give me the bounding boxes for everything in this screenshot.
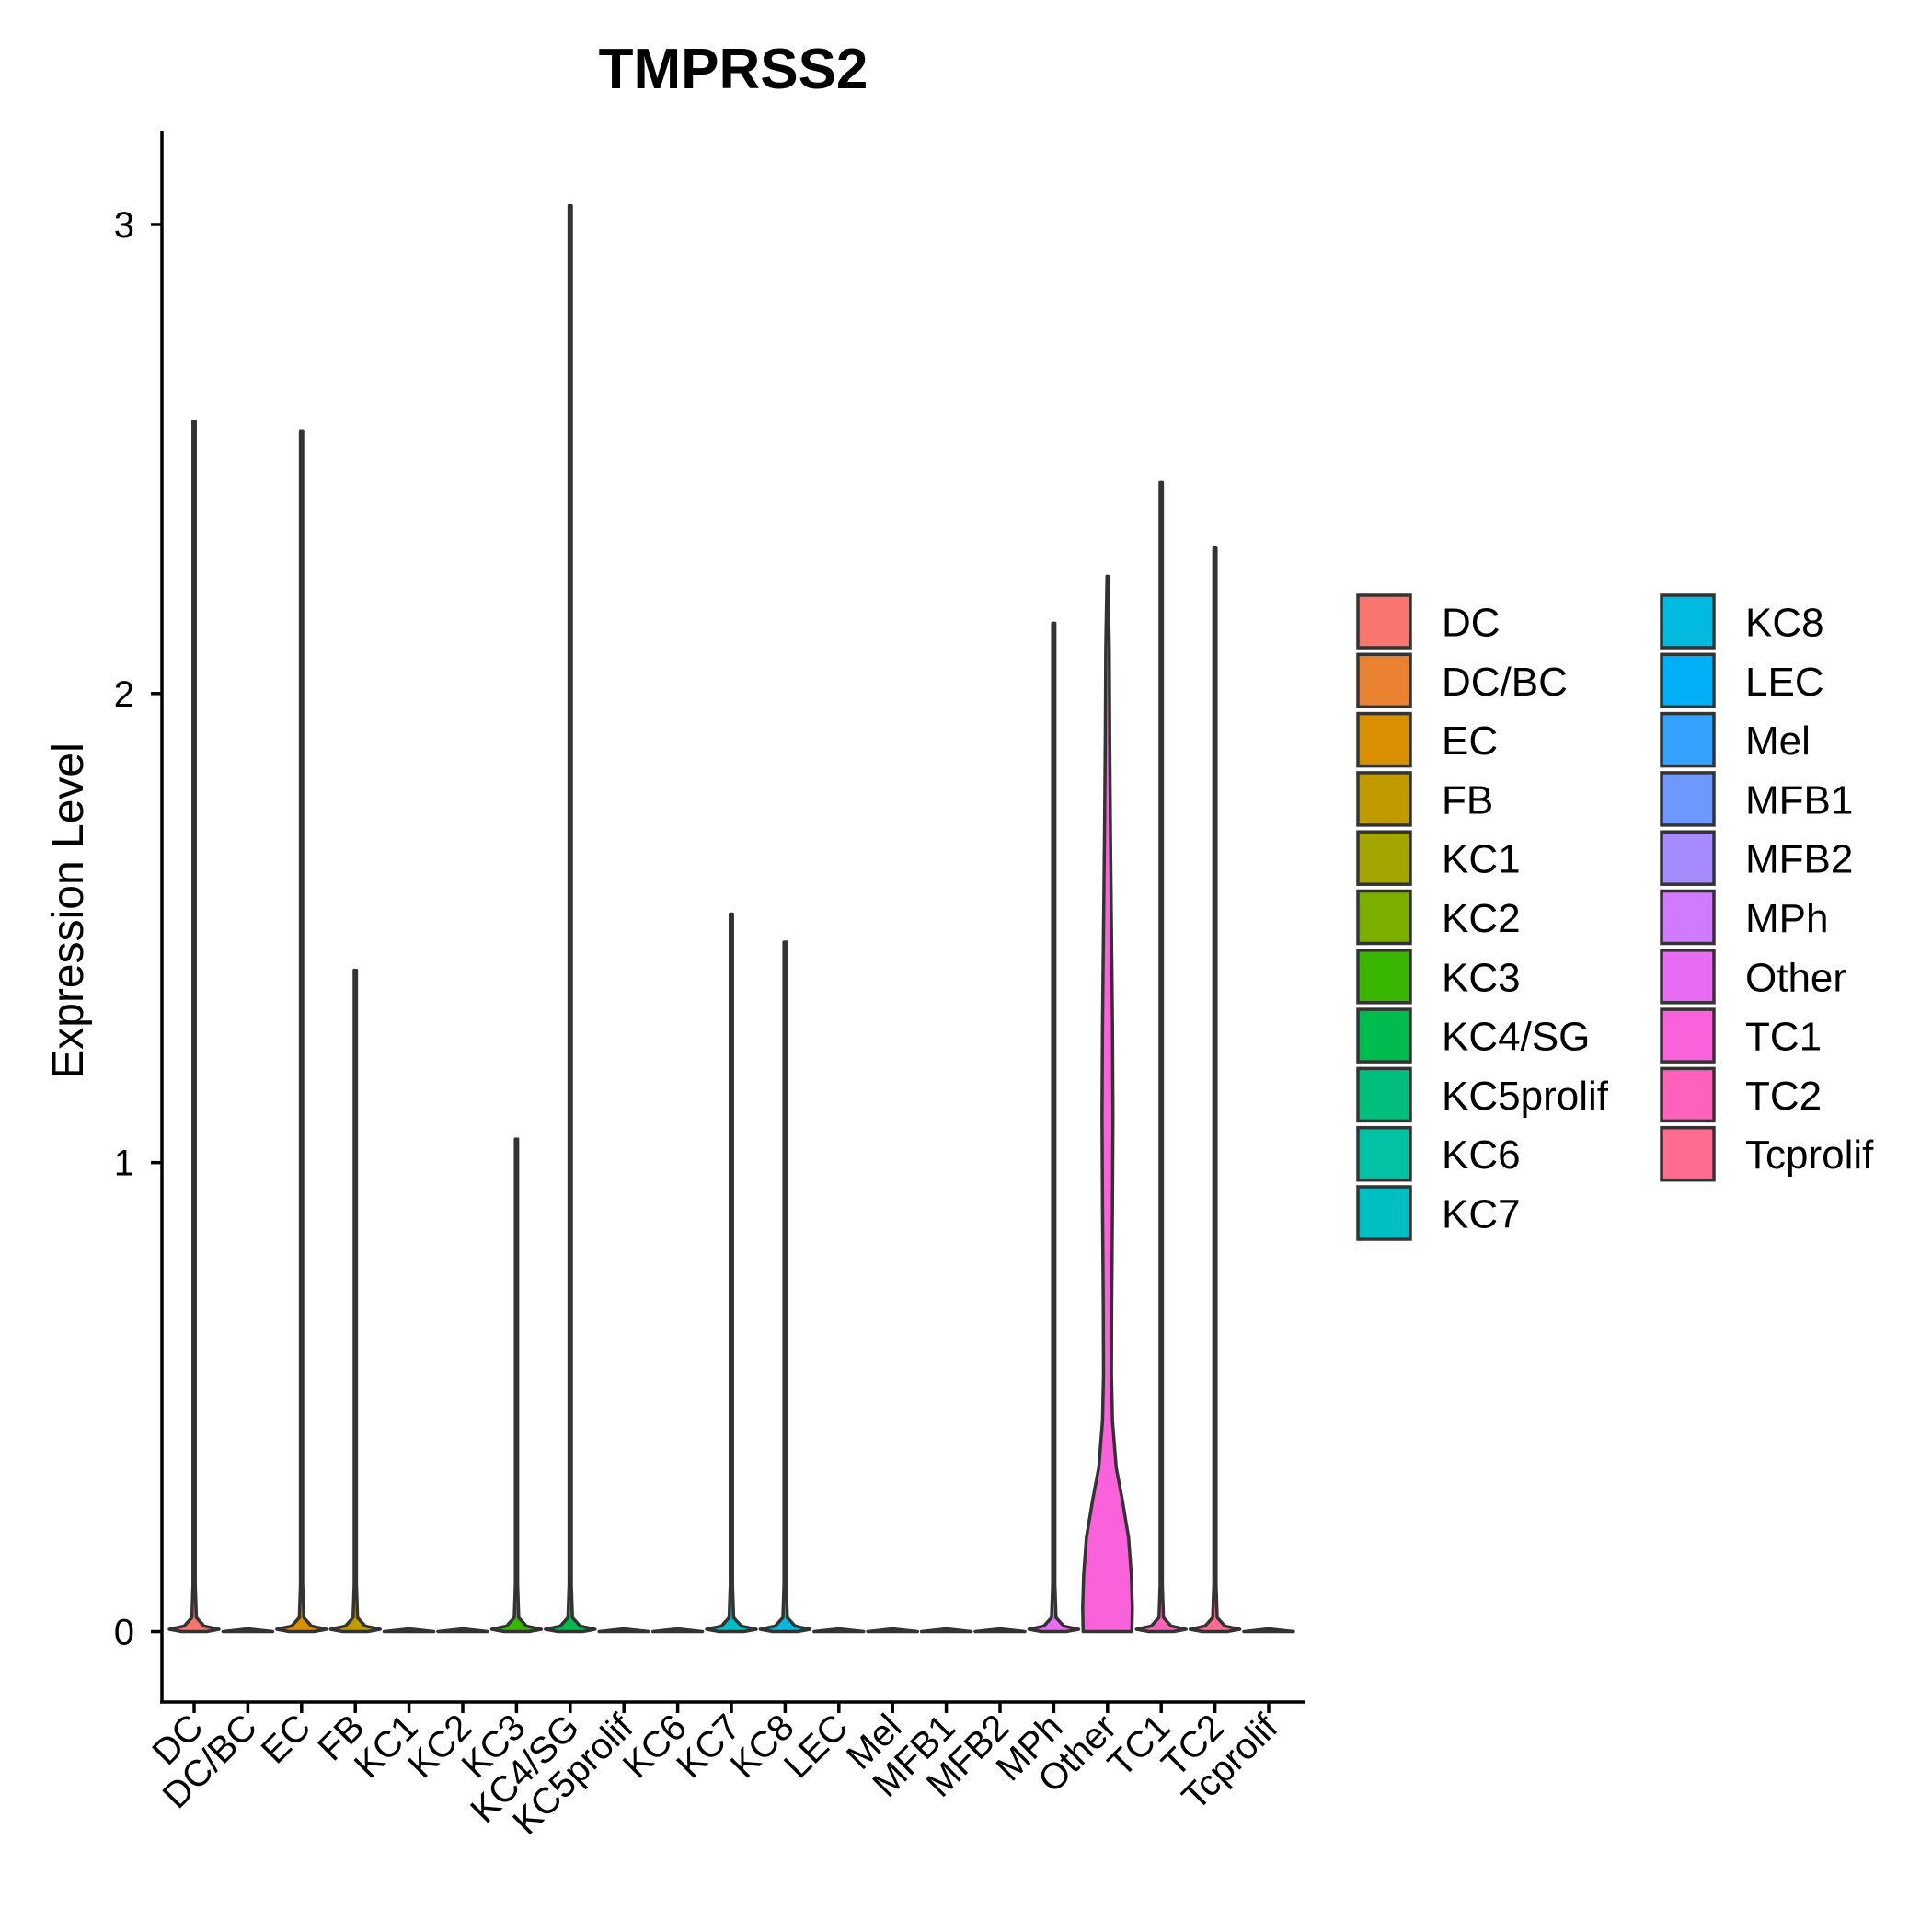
legend-key [1356, 711, 1412, 768]
y-axis-title: Expression Level [44, 742, 93, 1079]
legend-label: TC2 [1745, 1074, 1822, 1119]
legend-label: KC1 [1442, 837, 1521, 882]
legend-key [1660, 1125, 1716, 1182]
y-tick-label: 0 [114, 1613, 134, 1653]
legend-key [1356, 1185, 1412, 1241]
y-tick-label: 1 [114, 1144, 134, 1184]
violin-dc-bc [221, 1627, 275, 1634]
legend-label: MPh [1745, 896, 1828, 941]
violin-kc2 [436, 1627, 489, 1634]
violin-kc3 [489, 1137, 544, 1634]
legend-key [1660, 830, 1716, 886]
violin-lec [812, 1627, 866, 1634]
legend-label: KC7 [1442, 1192, 1521, 1237]
legend-label: Other [1745, 955, 1846, 1000]
legend-key [1660, 889, 1716, 946]
legend-key [1356, 949, 1412, 1005]
violins-layer [167, 203, 1295, 1634]
legend-label: MFB2 [1745, 837, 1853, 882]
legend-label: MFB1 [1745, 777, 1853, 822]
violin-fb [328, 968, 382, 1634]
legend-label: DC [1442, 601, 1501, 646]
legend-label: DC/BC [1442, 660, 1568, 705]
violin-mel [866, 1627, 919, 1634]
violin-dc [167, 420, 221, 1634]
legend-label: KC5prolif [1442, 1074, 1609, 1119]
legend-key [1356, 1007, 1412, 1064]
violin-other [1081, 574, 1134, 1634]
legend: DC DC/BC EC FB KC1 KC2 KC3 KC4/SG KC5prolif KC6 KC… [1356, 593, 1874, 1241]
legend-label: FB [1442, 777, 1493, 822]
violin-kc7 [705, 912, 758, 1634]
violin-kc5prolif [597, 1627, 650, 1634]
violin-mfb1 [919, 1627, 973, 1634]
legend-label: Tcprolif [1745, 1133, 1874, 1178]
legend-label: TC1 [1745, 1015, 1822, 1060]
violin-kc6 [650, 1627, 705, 1634]
legend-key [1660, 593, 1716, 650]
legend-key [1660, 1007, 1716, 1064]
x-tick-label: EC [254, 1707, 318, 1771]
violin-kc4-sg [544, 203, 597, 1634]
legend-label: LEC [1745, 660, 1824, 705]
violin-kc1 [382, 1627, 436, 1634]
legend-label: KC2 [1442, 896, 1521, 941]
violin-tc1 [1134, 480, 1188, 1634]
y-axis-ticks: 0 1 2 3 [114, 205, 162, 1653]
violin-tc2 [1188, 546, 1242, 1634]
legend-label: KC3 [1442, 955, 1521, 1000]
violin-mfb2 [973, 1627, 1027, 1634]
legend-key [1660, 949, 1716, 1005]
legend-label: KC6 [1442, 1133, 1521, 1178]
legend-key [1356, 771, 1412, 827]
legend-key [1660, 1066, 1716, 1123]
legend-key [1660, 711, 1716, 768]
legend-key [1660, 652, 1716, 709]
legend-key [1356, 1066, 1412, 1123]
legend-key [1356, 889, 1412, 946]
legend-label: KC4/SG [1442, 1015, 1590, 1060]
legend-key [1356, 593, 1412, 650]
legend-label: EC [1442, 719, 1498, 764]
legend-key [1356, 830, 1412, 886]
y-tick-label: 2 [114, 674, 134, 715]
legend-key [1356, 652, 1412, 709]
legend-key [1660, 771, 1716, 827]
legend-label: KC8 [1745, 601, 1824, 646]
chart-title: TMPRSS2 [599, 38, 868, 101]
x-axis-ticks: DCDC/BCECFBKC1KC2KC3KC4/SGKC5prolifKC6KC… [144, 1702, 1286, 1843]
y-tick-label: 3 [114, 205, 134, 246]
violin-kc8 [758, 940, 812, 1634]
legend-key [1356, 1125, 1412, 1182]
violin-mph [1027, 621, 1081, 1634]
violin-ec [275, 429, 328, 1634]
violin-tcprolif [1242, 1627, 1295, 1634]
legend-label: Mel [1745, 719, 1811, 764]
